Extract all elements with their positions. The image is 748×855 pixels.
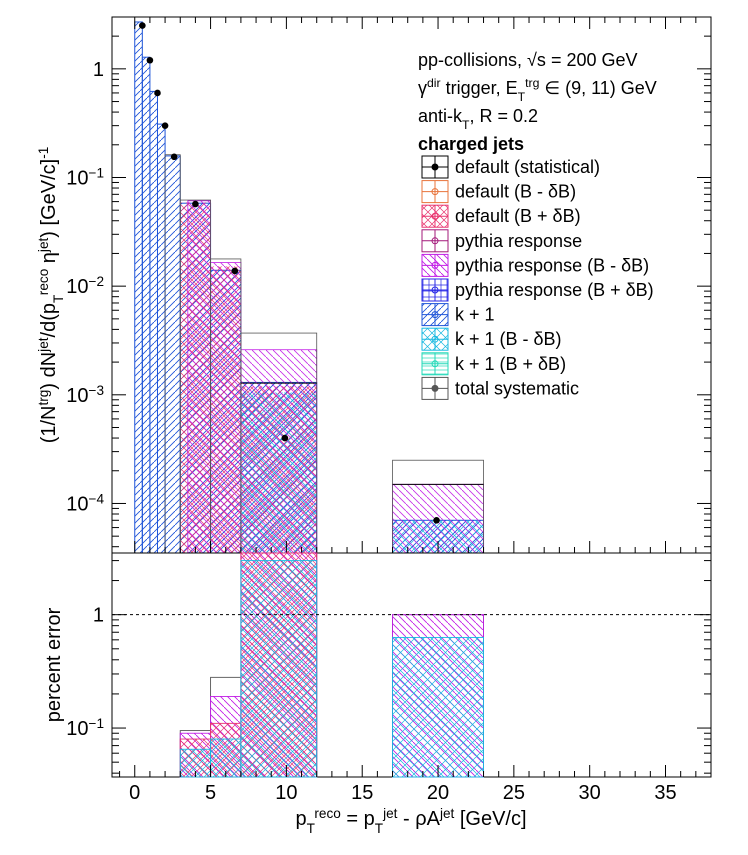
legend-label: pythia response (B + δB): [455, 280, 654, 300]
pythia-bminus-bar: [240, 349, 318, 554]
legend-label: total systematic: [455, 378, 579, 398]
legend-marker: [431, 261, 439, 269]
k1-bar: [134, 21, 143, 554]
x-tick-label: 15: [351, 782, 373, 804]
x-tick-label: 30: [579, 782, 601, 804]
x-tick-label: 5: [205, 782, 216, 804]
y-tick-label: 10−2: [66, 274, 104, 299]
legend-marker: [431, 335, 439, 343]
legend-marker: [431, 360, 439, 368]
data-point: [146, 56, 154, 64]
y-tick-label: 10−4: [66, 491, 104, 516]
legend-marker: [431, 163, 439, 171]
legend-marker: [431, 384, 439, 392]
y-tick-label: 1: [93, 59, 104, 81]
data-point: [170, 153, 178, 161]
data-point: [154, 89, 161, 97]
data-point: [139, 22, 146, 29]
y-tick-label: 10−1: [66, 716, 104, 741]
k1-bar: [149, 90, 158, 554]
y-tick-label: 1: [93, 605, 104, 627]
data-point: [433, 516, 440, 524]
x-tick-label: 25: [503, 782, 525, 804]
annotation-algorithm: anti-kT, R = 0.2: [418, 106, 538, 132]
x-tick-label: 20: [427, 782, 449, 804]
annotation-collisions: pp-collisions, √s = 200 GeV: [418, 50, 638, 70]
data-point: [161, 122, 169, 129]
ratio-panel: 1 10−1 0 5 10 15 20 25 30 35 percent error pTreco =…: [43, 552, 712, 836]
y-axis-label: (1/Ntrg) dNjet/d(pTreco ηjet) [GeV/c]-1: [36, 147, 66, 444]
y-tick-label: 10−3: [66, 382, 104, 407]
legend-label: pythia response (B - δB): [455, 255, 649, 275]
x-axis-label: pTreco = pTjet - ρAjet [GeV/c]: [295, 806, 526, 836]
k1-bar: [141, 56, 151, 554]
legend-marker: [431, 212, 439, 220]
legend-label: pythia response: [455, 231, 582, 251]
pythia-bminus-bar: [210, 262, 242, 554]
legend-label: default (statistical): [455, 157, 600, 177]
k1-bar: [164, 155, 181, 554]
spectrum-panel: 1 10−1 10−2 10−3 10−4 (1/Ntrg) dNjet/d(pTreco…: [36, 16, 712, 554]
data-point: [192, 200, 199, 208]
pythia-bminus-bar: [187, 200, 211, 554]
k1-bar: [156, 123, 166, 554]
x-tick-label: 10: [275, 782, 297, 804]
legend-label: default (B + δB): [455, 206, 581, 226]
x-tick-label: 0: [129, 782, 140, 804]
legend-label: default (B - δB): [455, 182, 576, 202]
legend-label: k + 1 (B - δB): [455, 329, 562, 349]
legend: pp-collisions, √s = 200 GeV γdir trigger,…: [418, 50, 657, 400]
ratio-y-label: percent error: [43, 607, 65, 722]
legend-marker: [431, 188, 439, 196]
legend-marker: [431, 286, 439, 294]
legend-label: k + 1: [455, 305, 495, 325]
data-point: [231, 267, 239, 275]
annotation-trigger: γdir trigger, ETtrg ∈ (9, 11) GeV: [418, 76, 657, 104]
legend-marker: [431, 311, 439, 319]
x-tick-label: 35: [654, 782, 676, 804]
legend-label: k + 1 (B + δB): [455, 354, 566, 374]
y-tick-label: 10−1: [66, 165, 104, 190]
ratio-bar: [240, 560, 318, 778]
ratio-bar: [210, 738, 242, 778]
ratio-bar: [392, 636, 484, 778]
legend-title: charged jets: [418, 134, 524, 154]
data-point: [281, 434, 289, 442]
legend-marker: [431, 237, 439, 245]
